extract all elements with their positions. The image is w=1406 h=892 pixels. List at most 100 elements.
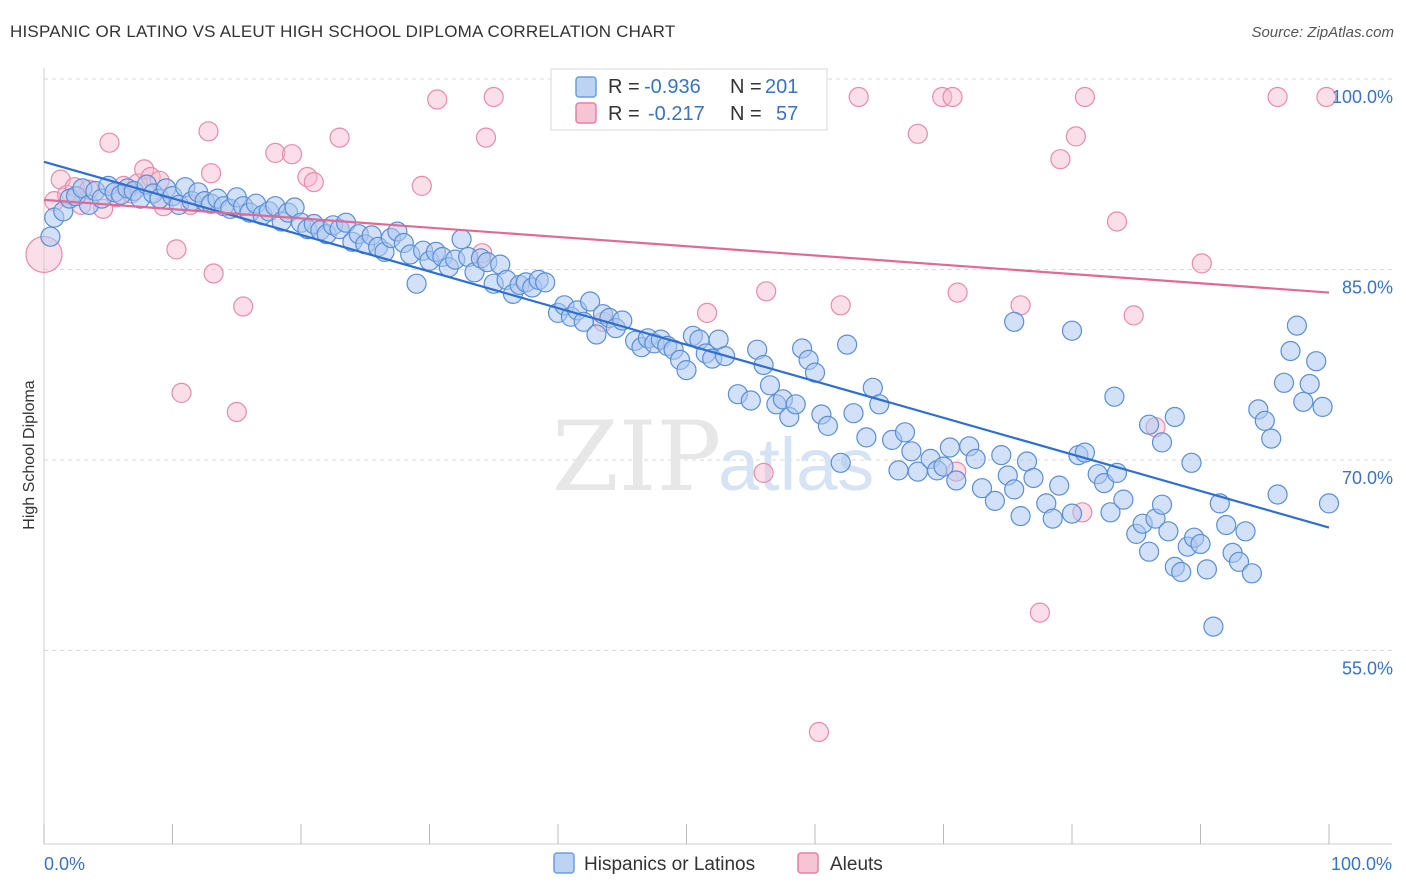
aleut-point (830, 295, 851, 316)
aleut-point (198, 121, 219, 142)
hispanic-point (1306, 351, 1327, 372)
aleut-point (201, 163, 222, 184)
aleut-point (753, 462, 774, 483)
aleut-point (303, 172, 324, 193)
chart-title: HISPANIC OR LATINO VS ALEUT HIGH SCHOOL … (10, 22, 676, 41)
aleut-point (1267, 86, 1288, 108)
source-label: Source: ZipAtlas.com (1251, 24, 1394, 41)
hispanic-point (676, 360, 697, 381)
legend-n-label-hispanic: N = (730, 76, 762, 98)
hispanic-point (1318, 493, 1340, 514)
y-tick-label: 85.0% (1342, 278, 1393, 298)
hispanic-point (991, 445, 1012, 466)
aleut-point (932, 86, 953, 108)
hispanic-point (1312, 396, 1333, 417)
hispanic-point (406, 273, 427, 294)
hispanic-point (971, 478, 993, 499)
hispanic-point (1158, 521, 1179, 542)
legend-n-label-aleut: N = (730, 103, 762, 125)
hispanic-point (830, 452, 851, 473)
aleut-point (907, 123, 928, 144)
x-tick-label-min: 0.0% (44, 854, 85, 874)
aleut-point (233, 296, 254, 317)
hispanic-point (1241, 563, 1263, 584)
legend-r-label-aleut: R = (608, 103, 640, 125)
hispanic-point (1261, 428, 1282, 449)
aleut-point (166, 239, 187, 260)
aleut-point (942, 86, 963, 108)
hispanic-point (1286, 315, 1308, 336)
watermark-zip: ZIP (552, 401, 721, 513)
hispanic-point (984, 490, 1006, 511)
hispanic-point (1061, 503, 1083, 524)
hispanic-point (1104, 386, 1125, 407)
hispanic-point (1228, 551, 1250, 572)
hispanic-point (1181, 452, 1202, 473)
aleut-point (329, 127, 350, 148)
hispanic-point (740, 390, 761, 411)
bottom-legend-swatch-hispanic (553, 852, 575, 874)
bottom-legend-swatch-aleut (797, 852, 819, 874)
aleut-point (281, 144, 303, 165)
aleut-point (411, 175, 432, 196)
hispanic-point (1164, 406, 1185, 428)
aleut-point (1029, 602, 1051, 623)
aleut-point (1191, 253, 1212, 274)
aleut-point (808, 721, 830, 743)
hispanic-point (965, 448, 986, 469)
hispanic-point (1138, 414, 1160, 435)
bottom-legend-label-hispanic: Hispanics or Latinos (584, 854, 755, 875)
hispanic-point (836, 334, 858, 355)
aleut-point (475, 127, 497, 148)
hispanic-point (1113, 489, 1134, 510)
aleut-point (1050, 149, 1071, 170)
aleut-point (1074, 86, 1096, 108)
axes (43, 68, 1392, 845)
hispanic-point (856, 427, 877, 448)
hispanic-point (1151, 432, 1173, 453)
hispanic-point (1100, 502, 1121, 523)
aleut-trend-line (43, 198, 1330, 294)
hispanic-point (869, 394, 890, 415)
aleut-point (203, 263, 224, 284)
hispanic-point (888, 460, 909, 481)
hispanic-trend-line (43, 160, 1330, 529)
legend-n-value-aleut: 57 (776, 103, 798, 125)
legend-r-value-hispanic: -0.936 (644, 76, 701, 98)
hispanic-point (1023, 467, 1044, 489)
hispanic-point (939, 437, 961, 458)
hispanic-point (759, 375, 781, 396)
hispanic-point (1293, 391, 1314, 412)
aleut-point (1316, 86, 1337, 108)
aleut-point (756, 281, 777, 302)
hispanic-point (1171, 561, 1192, 583)
hispanic-point (901, 441, 922, 462)
aleut-point (696, 302, 718, 323)
hispanic-point (451, 229, 472, 250)
hispanic-point (785, 394, 806, 415)
aleut-point (265, 142, 286, 163)
aleut-point (226, 401, 247, 423)
x-tick-label-max: 100.0% (1331, 854, 1392, 874)
legend-box: R = -0.936 N = 201 R = -0.217 N = 57 (550, 68, 828, 131)
watermark: ZIP atlas (552, 401, 874, 513)
legend-frame (550, 68, 828, 131)
hispanic-point (1280, 340, 1301, 362)
aleut-point (99, 132, 120, 153)
bottom-legend-label-aleut: Aleuts (830, 854, 883, 875)
hispanic-point (894, 422, 916, 443)
hispanic-point (1254, 410, 1275, 431)
hispanic-point (1004, 311, 1025, 332)
y-tick-label: 70.0% (1342, 468, 1393, 488)
hispanic-point (1138, 541, 1160, 562)
hispanic-point (1235, 521, 1256, 542)
aleut-point (848, 86, 869, 108)
bottom-legend: Hispanics or Latinos Aleuts (553, 852, 883, 875)
y-tick-labels: 100.0% 85.0% 70.0% 55.0% (1332, 87, 1393, 679)
hispanic-point (579, 291, 601, 312)
aleut-point (947, 282, 968, 303)
y-tick-label: 100.0% (1332, 87, 1393, 107)
watermark-atlas: atlas (718, 423, 874, 506)
aleut-point (1065, 126, 1087, 147)
